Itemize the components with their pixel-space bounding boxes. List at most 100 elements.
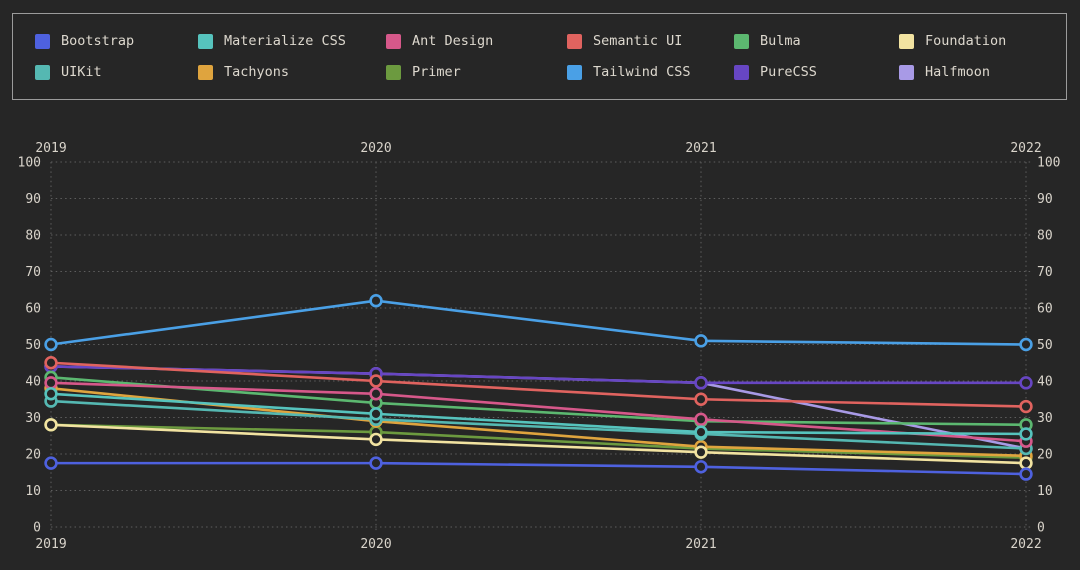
data-point-marker (44, 456, 58, 470)
data-point-marker (694, 460, 708, 474)
legend-item-ant-design: Ant Design (386, 26, 567, 57)
legend-item-tachyons: Tachyons (198, 57, 386, 88)
legend-swatch-icon (198, 33, 213, 49)
x-tick-label: 2021 (685, 141, 716, 156)
y-tick-label: 90 (25, 192, 41, 207)
y-tick-label: 40 (25, 375, 41, 390)
y-axis-left-labels: 0 10 20 30 40 50 60 70 80 90 100 (18, 156, 41, 536)
y-tick-label: 10 (1037, 484, 1053, 499)
y-tick-label: 0 (33, 521, 41, 536)
series-line (49, 399, 1028, 450)
legend-item-label: Bootstrap (61, 33, 135, 49)
legend-item-materialize-css: Materialize CSS (198, 26, 386, 57)
series-line (49, 381, 1028, 443)
grid-lines (50, 161, 1032, 531)
data-point-marker (1019, 467, 1033, 481)
series-tailwind-css (44, 294, 1033, 352)
data-point-marker (1019, 456, 1033, 470)
series-foundation (44, 418, 1033, 470)
x-axis-top-labels: 2019 2020 2021 2022 (35, 141, 1041, 156)
legend-item-uikit: UIKit (35, 57, 198, 88)
y-tick-label: 50 (1037, 338, 1053, 353)
legend-swatch-icon (386, 64, 401, 80)
series-ant-design (44, 376, 1033, 448)
legend-swatch-icon (899, 64, 914, 80)
legend-item-foundation: Foundation (899, 26, 1066, 57)
y-tick-label: 90 (1037, 192, 1053, 207)
data-point-marker (694, 376, 708, 390)
legend-item-bootstrap: Bootstrap (35, 26, 198, 57)
series-line (49, 365, 1028, 385)
series-line (49, 361, 1028, 408)
legend-swatch-icon (899, 33, 914, 49)
x-tick-label: 2019 (35, 141, 66, 156)
series-semantic-ui (44, 356, 1033, 414)
data-point-marker (44, 418, 58, 432)
legend-item-label: Semantic UI (593, 33, 683, 49)
series-bootstrap (44, 456, 1033, 481)
series-line (49, 461, 1028, 476)
legend-item-bulma: Bulma (734, 26, 899, 57)
data-point-marker (1019, 337, 1033, 352)
y-tick-label: 80 (1037, 229, 1053, 244)
y-tick-label: 100 (1037, 156, 1060, 171)
data-point-marker (44, 356, 58, 370)
x-axis-bottom-labels: 2019 2020 2021 2022 (35, 537, 1041, 552)
y-tick-label: 30 (25, 411, 41, 426)
legend-item-primer: Primer (386, 57, 567, 88)
legend-swatch-icon (567, 64, 582, 80)
data-point-marker (1019, 399, 1033, 414)
data-point-marker (44, 376, 58, 390)
legend: Bootstrap Materialize CSS Ant Design Semant… (12, 13, 1067, 100)
y-tick-label: 30 (1037, 411, 1053, 426)
legend-swatch-icon (567, 33, 582, 49)
y-tick-label: 80 (25, 229, 41, 244)
legend-item-label: Foundation (925, 33, 1007, 49)
legend-item-label: UIKit (61, 64, 102, 80)
legend-item-halfmoon: Halfmoon (899, 57, 1066, 88)
legend-item-label: Tachyons (224, 64, 290, 80)
legend-item-purecss: PureCSS (734, 57, 899, 88)
series-line (49, 423, 1028, 465)
legend-item-label: PureCSS (760, 64, 817, 80)
data-point-marker (694, 392, 708, 406)
legend-swatch-icon (35, 33, 50, 49)
data-point-marker (369, 456, 383, 470)
y-tick-label: 10 (25, 484, 41, 499)
y-tick-label: 40 (1037, 375, 1053, 390)
series-line (49, 299, 1028, 346)
data-point-marker (694, 445, 708, 459)
data-point-marker (369, 432, 383, 447)
y-tick-label: 60 (1037, 302, 1053, 317)
series-materialize-css (44, 387, 1033, 441)
y-tick-label: 70 (1037, 265, 1053, 280)
x-tick-label: 2019 (35, 537, 66, 552)
legend-swatch-icon (734, 64, 749, 80)
legend-swatch-icon (198, 64, 213, 80)
y-tick-label: 70 (25, 265, 41, 280)
legend-item-label: Tailwind CSS (593, 64, 691, 80)
legend-swatch-icon (386, 33, 401, 49)
legend-item-label: Primer (412, 64, 461, 80)
data-point-marker (694, 334, 708, 348)
data-point-marker (1019, 376, 1033, 390)
data-point-marker (694, 412, 708, 427)
data-point-marker (369, 407, 383, 421)
x-tick-label: 2022 (1010, 537, 1041, 552)
y-tick-label: 100 (18, 156, 41, 171)
data-point-marker (1019, 427, 1033, 441)
x-tick-label: 2020 (360, 141, 391, 156)
data-point-marker (369, 374, 383, 388)
y-tick-label: 50 (25, 338, 41, 353)
legend-item-tailwind-css: Tailwind CSS (567, 57, 734, 88)
y-tick-label: 60 (25, 302, 41, 317)
data-point-marker (44, 337, 58, 352)
y-tick-label: 0 (1037, 521, 1045, 536)
data-point-marker (369, 387, 383, 401)
legend-item-label: Materialize CSS (224, 33, 346, 49)
legend-item-label: Ant Design (412, 33, 494, 49)
data-point-marker (369, 294, 383, 308)
legend-item-label: Halfmoon (925, 64, 991, 80)
series-line (49, 392, 1028, 436)
